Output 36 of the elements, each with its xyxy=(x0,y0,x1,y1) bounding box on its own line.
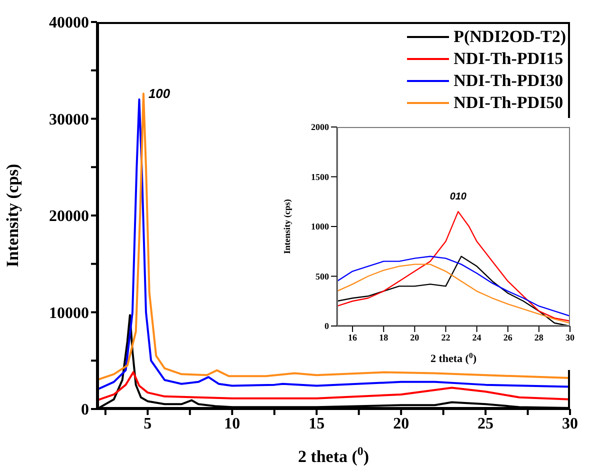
x-tick-label: 5 xyxy=(144,415,152,432)
x-tick-label: 10 xyxy=(224,415,240,432)
x-tick-label: 18 xyxy=(379,332,389,342)
y-tick-label: 2000 xyxy=(311,122,330,132)
y-tick-label: 30000 xyxy=(49,111,89,128)
y-tick-label: 500 xyxy=(316,271,330,282)
x-axis-title: 2 theta ($^{0}$) xyxy=(298,444,370,466)
line-series xyxy=(97,371,570,402)
legend-label: NDI-Th-PDI50 xyxy=(454,93,564,113)
x-tick-label: 22 xyxy=(441,332,451,342)
line-series xyxy=(337,210,570,322)
legend-label: NDI-Th-PDI30 xyxy=(454,71,564,91)
x-tick-label: 15 xyxy=(308,415,325,432)
annotation: 010 xyxy=(450,192,467,203)
y-axis-title: Intensity (cps) xyxy=(282,199,292,254)
x-tick-label: 16 xyxy=(348,332,358,342)
x-tick-label: 25 xyxy=(478,415,494,432)
legend-label: NDI-Th-PDI15 xyxy=(454,49,564,69)
annotation: 100 xyxy=(148,86,171,102)
y-tick-label: 1500 xyxy=(311,172,330,182)
y-tick-label: 10000 xyxy=(49,304,89,322)
x-tick-label: 30 xyxy=(566,332,575,342)
x-axis-title: 2 theta ($^{0}$) xyxy=(430,350,477,365)
y-tick-label: 0 xyxy=(324,321,330,332)
x-tick-label: 30 xyxy=(562,415,578,432)
legend-label: P(NDI2OD-T2) xyxy=(454,27,566,47)
x-tick-label: 20 xyxy=(393,415,410,432)
y-tick-label: 40000 xyxy=(49,14,89,32)
y-tick-label: 1000 xyxy=(311,222,330,232)
x-tick-label: 20 xyxy=(410,332,420,342)
y-tick-label: 0 xyxy=(81,402,89,419)
y-tick-label: 20000 xyxy=(49,208,89,226)
x-tick-label: 24 xyxy=(472,332,482,342)
x-tick-label: 28 xyxy=(534,332,544,342)
x-tick-label: 26 xyxy=(503,332,513,342)
y-axis-title: Intensity (cps) xyxy=(3,164,22,268)
